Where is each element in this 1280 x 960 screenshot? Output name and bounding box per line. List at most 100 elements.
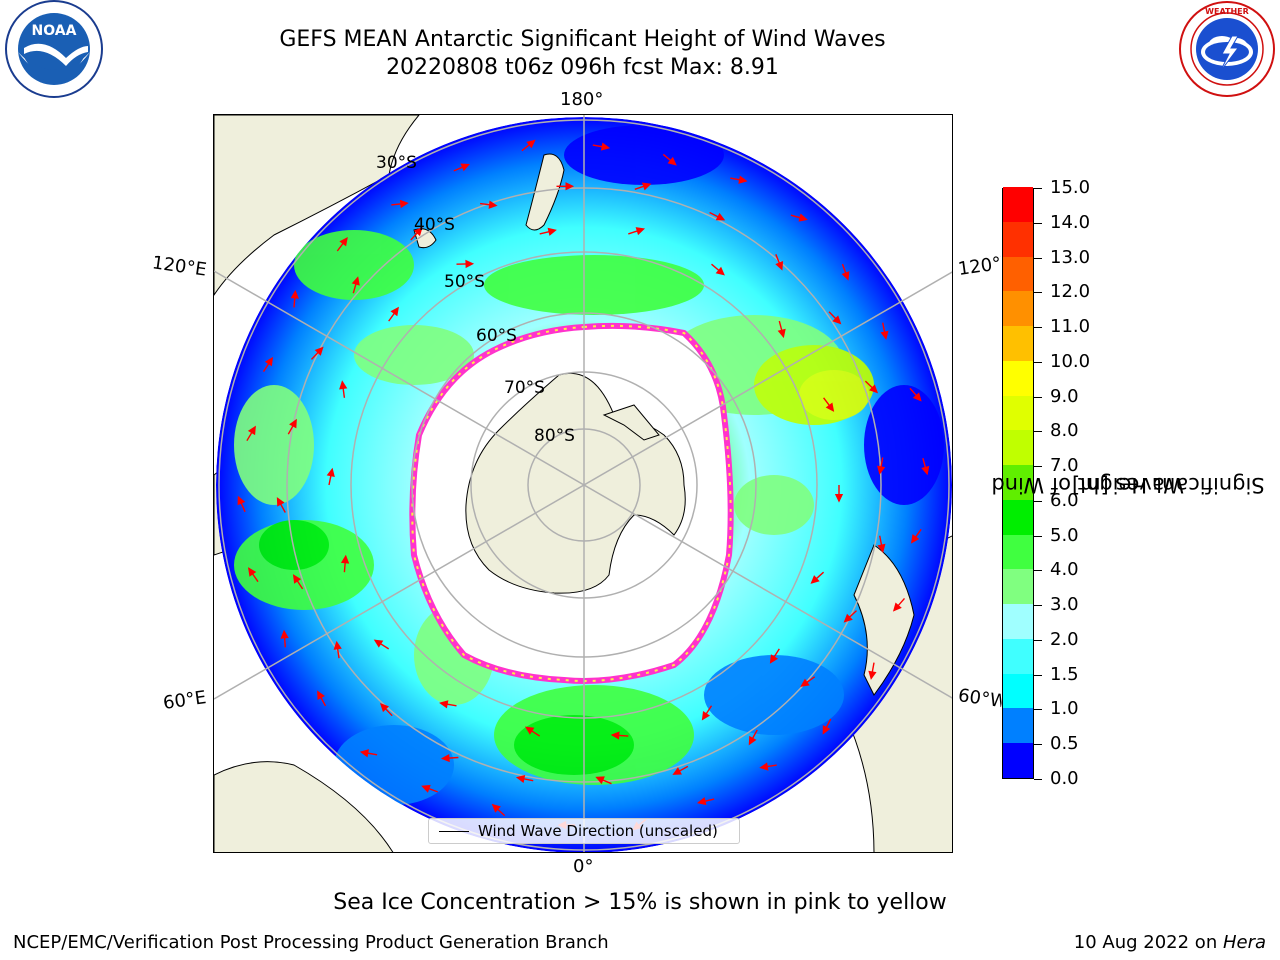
lat-label: 70°S xyxy=(504,378,545,398)
wind-arrow-head xyxy=(832,315,842,325)
colorbar-tick-label: 12.0 xyxy=(1050,281,1091,303)
wind-arrow-head xyxy=(759,762,769,771)
wind-arrow-head xyxy=(595,776,605,785)
colorbar-segment xyxy=(1003,290,1033,327)
wind-arrow-head xyxy=(869,384,879,394)
colorbar-tick-label: 2.0 xyxy=(1050,628,1079,650)
colorbar-segment xyxy=(1003,360,1033,396)
colorbar-segment xyxy=(1003,534,1033,570)
polar-map: 30°S 40°S 50°S 60°S 70°S 80°S xyxy=(213,114,953,853)
colorbar-tick xyxy=(1034,396,1042,398)
lat-label: 80°S xyxy=(534,426,575,446)
svg-text:NOAA: NOAA xyxy=(32,23,77,39)
wind-arrow-head xyxy=(738,175,748,184)
wind-arrow-head xyxy=(515,774,526,784)
lon-label-60e: 60°E xyxy=(161,687,208,714)
colorbar-tick-label: 0.5 xyxy=(1050,733,1079,755)
lon-label-180: 180° xyxy=(560,89,604,110)
colorbar-tick xyxy=(1034,744,1042,746)
colorbar-segment xyxy=(1003,568,1033,605)
lon-label-120e: 120°E xyxy=(150,252,208,281)
colorbar-tick-label: 0.0 xyxy=(1050,768,1079,789)
wind-arrow-head xyxy=(314,346,324,356)
wind-arrow-head xyxy=(276,497,285,507)
colorbar-segment xyxy=(1003,256,1033,292)
footer-host: Hera xyxy=(1222,932,1266,953)
colorbar-segment xyxy=(1003,429,1033,466)
wind-wave-arrows xyxy=(237,139,930,831)
wind-arrow-head xyxy=(339,237,348,247)
wind-arrow-head xyxy=(921,465,930,476)
wind-arrow-head xyxy=(524,726,535,735)
colorbar-tick xyxy=(1034,257,1042,259)
colorbar-segment xyxy=(1003,499,1033,535)
noaa-logo: NOAA xyxy=(4,0,104,104)
map-legend: Wind Wave Direction (unscaled) xyxy=(428,818,740,844)
colorbar-tick xyxy=(1034,639,1042,641)
wind-arrow-head xyxy=(810,575,820,584)
colorbar-segment xyxy=(1003,325,1033,361)
wind-arrow-head xyxy=(289,418,297,429)
wind-arrow-head xyxy=(843,613,853,623)
colorbar-tick xyxy=(1034,779,1042,780)
colorbar-segment xyxy=(1003,395,1033,431)
wind-arrow-head xyxy=(715,266,725,276)
wind-arrow-head xyxy=(777,328,786,339)
wind-arrow-head xyxy=(701,710,711,721)
wind-arrow-head xyxy=(877,543,886,554)
lon-label-60w: 60°W xyxy=(956,685,1004,712)
nws-logo: WEATHER xyxy=(1176,0,1278,104)
wind-arrow-head xyxy=(460,163,470,172)
lat-label: 40°S xyxy=(414,215,455,235)
wind-arrow-head xyxy=(413,227,423,237)
colorbar-tick-label: 3.0 xyxy=(1050,594,1079,616)
colorbar-tick-label: 4.0 xyxy=(1050,559,1079,581)
wind-arrow-head xyxy=(841,271,850,281)
colorbar-tick xyxy=(1034,292,1042,294)
colorbar-tick xyxy=(1034,361,1042,363)
wind-arrow-head xyxy=(800,678,810,687)
colorbar xyxy=(1002,186,1034,779)
colorbar-tick-label: 5.0 xyxy=(1050,524,1079,546)
footer-date: 10 Aug 2022 on Hera xyxy=(1074,932,1266,953)
title-line-2: 20220808 t06z 096h fcst Max: 8.91 xyxy=(386,55,779,80)
colorbar-tick xyxy=(1034,709,1042,711)
wind-arrow-head xyxy=(247,567,257,577)
wind-arrow-head xyxy=(825,402,835,412)
lon-label-0: 0° xyxy=(573,856,594,877)
colorbar-segment xyxy=(1003,221,1033,257)
wind-arrow-head xyxy=(440,753,450,763)
wind-arrow-head xyxy=(317,690,325,700)
wind-arrow-head xyxy=(822,725,831,735)
wind-arrow-head xyxy=(465,259,475,269)
colorbar-tick-label: 1.0 xyxy=(1050,698,1079,720)
title-line-1: GEFS MEAN Antarctic Significant Height o… xyxy=(279,27,886,52)
wind-arrow-head xyxy=(912,392,922,402)
footer-credit: NCEP/EMC/Verification Post Processing Pr… xyxy=(13,932,609,953)
wind-arrow-head xyxy=(877,465,886,475)
colorbar-tick xyxy=(1034,535,1042,537)
colorbar-tick xyxy=(1034,605,1042,607)
legend-line-swatch xyxy=(439,831,469,832)
wind-arrow-head xyxy=(641,182,652,191)
lat-label: 60°S xyxy=(476,326,517,346)
lat-label: 50°S xyxy=(444,272,485,292)
wind-arrow-head xyxy=(399,199,409,209)
colorbar-tick-label: 1.5 xyxy=(1050,663,1079,685)
wind-arrow-head xyxy=(280,629,289,639)
wind-arrow-head xyxy=(547,227,557,236)
wind-arrow-head xyxy=(715,212,726,221)
colorbar-tick-label: 11.0 xyxy=(1050,316,1091,338)
wind-arrow-head xyxy=(333,640,342,650)
colorbar-tick xyxy=(1034,674,1042,676)
colorbar-tick-label: 10.0 xyxy=(1050,350,1091,372)
wind-arrow-head xyxy=(237,495,246,506)
wave-height-blobs xyxy=(234,125,944,805)
colorbar-tick xyxy=(1034,500,1042,502)
colorbar-label-line-2: Waves [m] xyxy=(1071,473,1185,497)
colorbar-tick xyxy=(1034,570,1042,572)
wind-arrow-head xyxy=(910,534,920,544)
wind-arrow-head xyxy=(672,767,682,775)
wind-arrow-head xyxy=(748,735,757,746)
wind-arrow-head xyxy=(488,200,498,209)
